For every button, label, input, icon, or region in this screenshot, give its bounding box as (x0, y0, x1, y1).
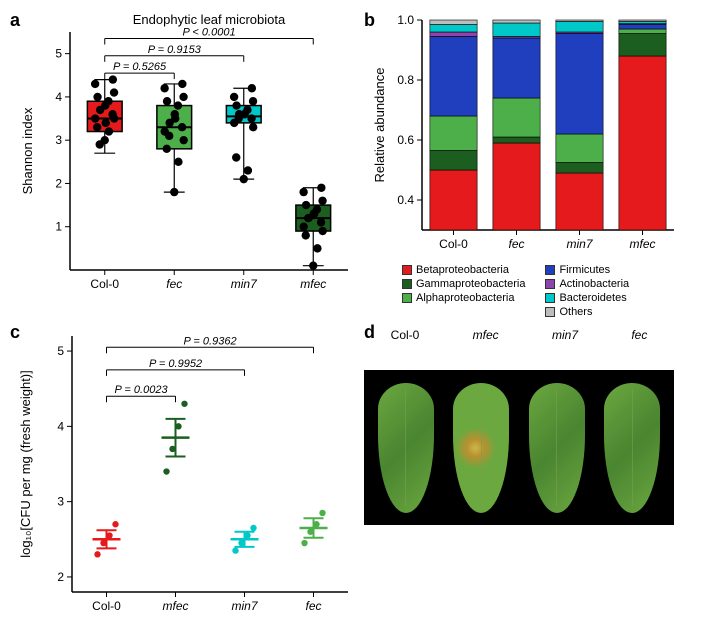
svg-text:0.4: 0.4 (397, 193, 414, 207)
boxplot-a: Endophytic leaf microbiota 1 2 3 4 5 Shannon i… (10, 10, 360, 310)
svg-text:Shannon index: Shannon index (20, 107, 35, 194)
legend-item: Firmicutes (545, 264, 629, 276)
svg-text:P = 0.9362: P = 0.9362 (183, 335, 236, 347)
leaf-label: mfec (473, 328, 499, 342)
svg-text:1.0: 1.0 (397, 13, 414, 27)
scatter-c: 2 3 4 5 log₁₀[CFU per mg (fresh weight)] Col-… (10, 322, 360, 632)
leaf-label: Col-0 (391, 328, 420, 342)
svg-text:Relative abundance: Relative abundance (372, 68, 387, 183)
leaf-image (378, 383, 434, 513)
legend-swatch (545, 307, 555, 317)
svg-text:1: 1 (55, 220, 62, 234)
panel-c-label: c (10, 322, 20, 343)
legend-text: Bacteroidetes (559, 292, 626, 304)
legend-swatch (545, 293, 555, 303)
svg-text:mfec: mfec (300, 277, 326, 291)
svg-text:P < 0.0001: P < 0.0001 (182, 26, 235, 38)
svg-text:P = 0.5265: P = 0.5265 (113, 61, 167, 73)
svg-text:2: 2 (55, 176, 62, 190)
svg-text:fec: fec (305, 599, 321, 613)
panel-c: c 2 3 4 5 log₁₀[CFU per mg (fresh weight)] Co… (10, 322, 360, 632)
leaf-label: fec (631, 328, 647, 342)
legend-text: Others (559, 306, 592, 318)
panel-d: d Col-0 mfec min7 fec (364, 322, 703, 632)
legend-swatch (402, 293, 412, 303)
svg-text:fec: fec (508, 237, 524, 251)
panel-d-label: d (364, 322, 375, 343)
svg-text:P = 0.0023: P = 0.0023 (114, 384, 168, 396)
svg-text:P = 0.9153: P = 0.9153 (148, 44, 202, 56)
svg-text:Col-0: Col-0 (439, 237, 468, 251)
svg-text:4: 4 (55, 90, 62, 104)
svg-text:min7: min7 (566, 237, 593, 251)
panel-a-label: a (10, 10, 20, 31)
stacked-bar-b: 0.4 0.6 0.8 1.0 Relative abundance Col-0 fec mi… (364, 10, 684, 260)
svg-text:5: 5 (55, 47, 62, 61)
legend-col-right: Firmicutes Actinobacteria Bacteroidetes Oth… (545, 264, 629, 318)
legend-text: Actinobacteria (559, 278, 629, 290)
legend-b: Betaproteobacteria Gammaproteobacteria Alp… (364, 264, 703, 318)
leaf-label: min7 (552, 328, 578, 342)
svg-text:mfec: mfec (162, 599, 188, 613)
leaf-image (529, 383, 585, 513)
legend-item: Others (545, 306, 629, 318)
svg-text:min7: min7 (231, 599, 258, 613)
leaf-labels-row: Col-0 mfec min7 fec (364, 328, 674, 342)
legend-item: Betaproteobacteria (402, 264, 525, 276)
svg-text:fec: fec (166, 277, 182, 291)
legend-item: Bacteroidetes (545, 292, 629, 304)
legend-text: Alphaproteobacteria (416, 292, 514, 304)
svg-text:0.6: 0.6 (397, 133, 414, 147)
svg-text:0.8: 0.8 (397, 73, 414, 87)
leaf-image (453, 383, 509, 513)
legend-swatch (545, 265, 555, 275)
panel-b: b 0.4 0.6 0.8 1.0 Relative abundance Col-0 fec… (364, 10, 703, 318)
svg-text:2: 2 (57, 570, 64, 584)
svg-text:3: 3 (57, 495, 64, 509)
figure-grid: a Endophytic leaf microbiota 1 2 3 4 5 Shannon… (10, 10, 693, 632)
svg-text:5: 5 (57, 344, 64, 358)
svg-text:Col-0: Col-0 (90, 277, 119, 291)
legend-swatch (545, 279, 555, 289)
svg-text:3: 3 (55, 133, 62, 147)
legend-text: Betaproteobacteria (416, 264, 509, 276)
svg-text:mfec: mfec (629, 237, 655, 251)
legend-item: Alphaproteobacteria (402, 292, 525, 304)
svg-text:Endophytic leaf microbiota: Endophytic leaf microbiota (133, 12, 286, 27)
legend-swatch (402, 265, 412, 275)
legend-text: Gammaproteobacteria (416, 278, 525, 290)
legend-text: Firmicutes (559, 264, 610, 276)
svg-text:Col-0: Col-0 (92, 599, 121, 613)
leaf-photo (364, 370, 674, 525)
legend-swatch (402, 279, 412, 289)
leaf-image (604, 383, 660, 513)
panel-b-label: b (364, 10, 375, 31)
svg-text:min7: min7 (231, 277, 258, 291)
svg-text:4: 4 (57, 419, 64, 433)
legend-item: Gammaproteobacteria (402, 278, 525, 290)
legend-col-left: Betaproteobacteria Gammaproteobacteria Alp… (402, 264, 525, 318)
svg-text:P = 0.9952: P = 0.9952 (149, 358, 202, 370)
panel-a: a Endophytic leaf microbiota 1 2 3 4 5 Shannon… (10, 10, 360, 318)
svg-text:log₁₀[CFU per mg (fresh weight: log₁₀[CFU per mg (fresh weight)] (18, 370, 33, 558)
legend-item: Actinobacteria (545, 278, 629, 290)
